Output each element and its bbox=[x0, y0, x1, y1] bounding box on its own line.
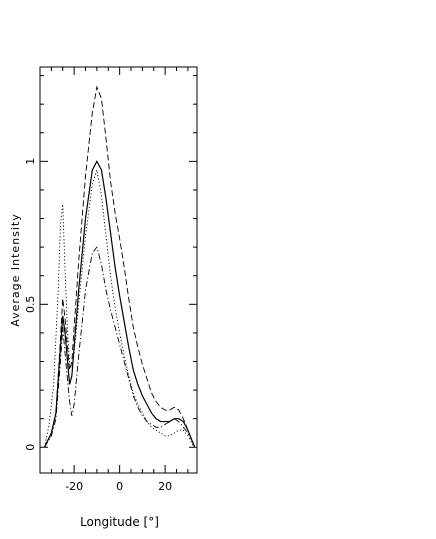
plot-area bbox=[39, 66, 198, 474]
y-tick-label: 0 bbox=[24, 444, 37, 451]
ticks-layer: -20 0 20 0 0.5 1 bbox=[24, 67, 197, 493]
y-tick-label: 1 bbox=[24, 158, 37, 165]
series-line-dashed bbox=[44, 85, 196, 448]
x-tick-label: 20 bbox=[158, 480, 172, 493]
series-line-dash-dot bbox=[44, 246, 196, 448]
y-tick-label: 0.5 bbox=[24, 296, 37, 314]
series-line-solid bbox=[44, 160, 196, 448]
plot-frame bbox=[39, 66, 198, 474]
y-axis-label: Average Intensity bbox=[9, 213, 22, 327]
x-axis-label: Longitude [°] bbox=[80, 515, 159, 529]
series-layer bbox=[44, 85, 196, 448]
x-tick-label: 0 bbox=[116, 480, 123, 493]
series-line-dotted bbox=[44, 169, 196, 448]
x-tick-label: -20 bbox=[65, 480, 83, 493]
